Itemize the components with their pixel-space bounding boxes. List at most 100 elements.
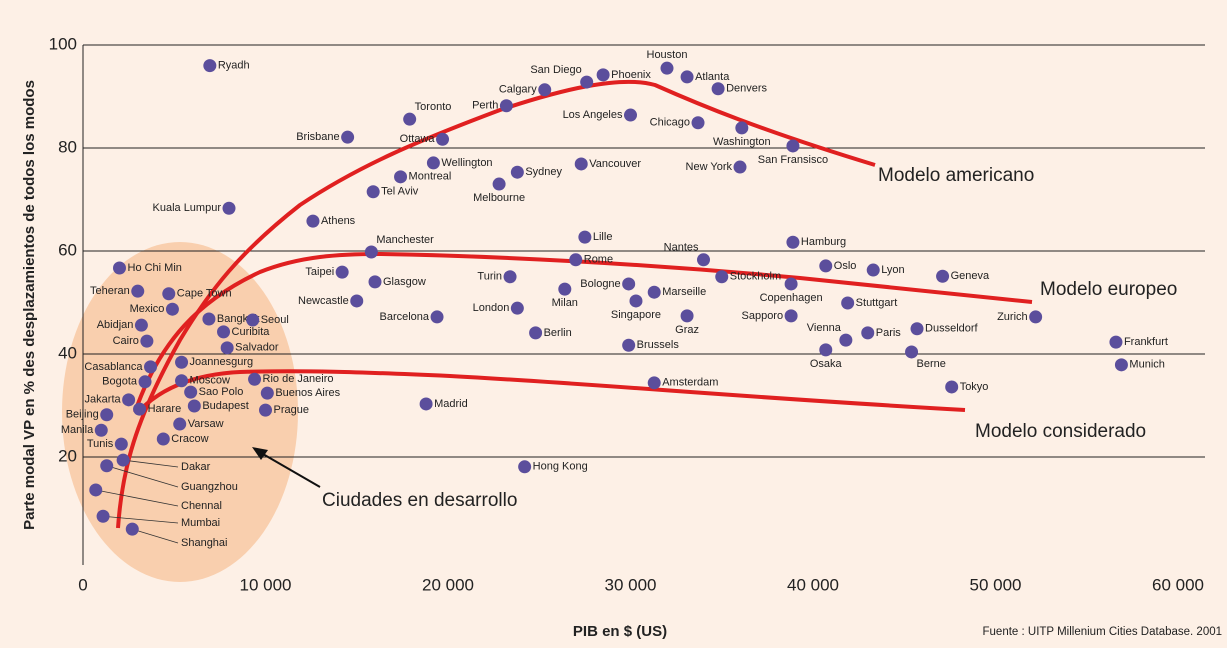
annotation: Modelo europeo: [1040, 279, 1177, 300]
point-label: Turin: [477, 271, 502, 283]
point-label: Washington: [713, 136, 771, 148]
x-tick-label: 10 000: [240, 575, 292, 594]
point-label: Seoul: [261, 314, 289, 326]
y-tick-label: 60: [58, 240, 77, 259]
point: [538, 83, 552, 97]
point: [187, 399, 201, 413]
point-label: Graz: [675, 324, 699, 336]
x-tick-label: 40 000: [787, 575, 839, 594]
point: [503, 270, 517, 284]
point-label: Cape Town: [177, 288, 232, 300]
curve-european: [133, 251, 1033, 413]
point: [419, 397, 433, 411]
point-label: Vienna: [807, 322, 842, 334]
point: [350, 294, 364, 308]
point-label: Nantes: [664, 242, 699, 254]
point: [364, 245, 378, 259]
point-label: Casablanca: [84, 361, 143, 373]
point: [89, 483, 103, 497]
point: [784, 309, 798, 323]
point-label: Geneva: [951, 270, 990, 282]
point: [569, 253, 583, 267]
point-label: Manila: [61, 424, 94, 436]
point: [100, 408, 114, 422]
point: [499, 99, 513, 113]
point: [175, 355, 189, 369]
point: [96, 509, 110, 523]
point: [394, 170, 408, 184]
point: [1109, 335, 1123, 349]
point-label: Manchester: [376, 234, 434, 246]
point: [691, 116, 705, 130]
point: [680, 70, 694, 84]
point: [165, 302, 179, 316]
point-label: Cairo: [113, 335, 139, 347]
point-label: Salvador: [235, 342, 279, 354]
point-label: Toronto: [415, 101, 452, 113]
point-label: Cracow: [171, 433, 208, 445]
point: [430, 310, 444, 324]
point: [246, 313, 260, 327]
point: [175, 374, 189, 388]
point: [784, 277, 798, 291]
point-label: Copenhagen: [760, 292, 823, 304]
source: Fuente : UITP Millenium Cities Database.…: [983, 626, 1222, 638]
point: [786, 235, 800, 249]
point-label: Los Angeles: [563, 109, 623, 121]
point-label: Wellington: [441, 157, 492, 169]
point: [184, 385, 198, 399]
x-axis-label: PIB en $ (US): [573, 623, 667, 640]
point-label: Mumbai: [181, 517, 220, 529]
point: [220, 341, 234, 355]
point-label: Prague: [274, 404, 309, 416]
point: [786, 139, 800, 153]
point-label: Newcastle: [298, 295, 349, 307]
point: [202, 312, 216, 326]
point: [861, 326, 875, 340]
point-label: Abidjan: [97, 319, 134, 331]
point: [945, 380, 959, 394]
point-label: Varsaw: [188, 418, 224, 430]
point-label: Zurich: [997, 311, 1028, 323]
point: [578, 230, 592, 244]
point: [116, 453, 130, 467]
point-label: Phoenix: [611, 69, 651, 81]
point: [217, 325, 231, 339]
point-label: Glasgow: [383, 276, 426, 288]
y-tick-label: 80: [58, 137, 77, 156]
point: [518, 460, 532, 474]
arrow-head: [252, 447, 268, 460]
point-label: Shanghai: [181, 537, 228, 549]
point: [138, 375, 152, 389]
point: [492, 177, 506, 191]
point-label: Barcelona: [380, 311, 430, 323]
point: [819, 343, 833, 357]
point: [629, 294, 643, 308]
point-label: Berne: [917, 358, 946, 370]
point: [133, 402, 147, 416]
point-label: Bologne: [580, 278, 620, 290]
y-tick-label: 20: [58, 446, 77, 465]
point: [735, 121, 749, 135]
arrow-shaft: [255, 449, 321, 488]
point: [173, 417, 187, 431]
curve-american: [116, 79, 876, 529]
point-label: Rome: [584, 254, 613, 266]
point: [94, 423, 108, 437]
point: [426, 156, 440, 170]
point-label: Montreal: [409, 171, 452, 183]
point: [558, 282, 572, 296]
point: [114, 437, 128, 451]
x-tick-label: 60 000: [1152, 575, 1204, 594]
point-label: Tel Aviv: [381, 186, 419, 198]
point-label: Curibita: [232, 326, 271, 338]
point-label: Stockholm: [730, 271, 781, 283]
point: [222, 201, 236, 215]
point-label: Denvers: [726, 83, 767, 95]
point-label: Milan: [552, 297, 578, 309]
point: [403, 112, 417, 126]
point-label: Kuala Lumpur: [153, 202, 222, 214]
point-label: Bogota: [102, 376, 138, 388]
point-label: Osaka: [810, 358, 843, 370]
point-label: Tokyo: [960, 381, 989, 393]
